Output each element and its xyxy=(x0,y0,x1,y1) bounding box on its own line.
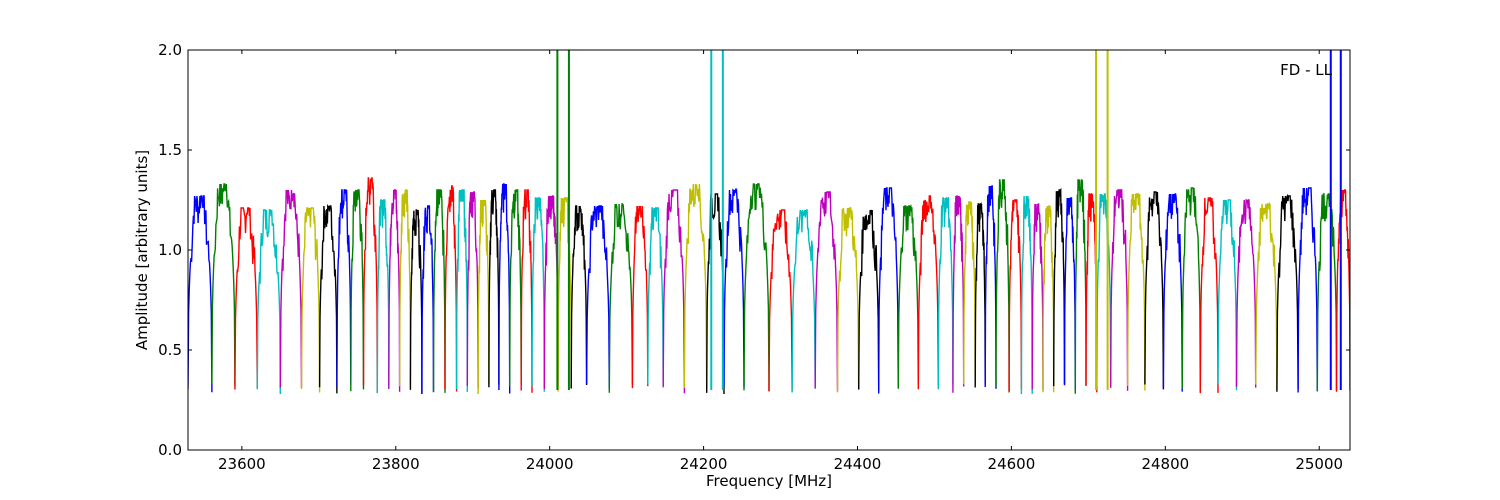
spectral-band-line xyxy=(585,205,610,390)
spectral-band-line xyxy=(768,209,793,392)
spectral-band-line xyxy=(188,195,213,393)
spectral-band-line xyxy=(706,193,725,395)
spectral-band-line xyxy=(509,189,522,387)
spectral-band-line xyxy=(836,207,860,393)
spectral-band-line xyxy=(897,204,919,389)
series-layer xyxy=(188,50,1350,395)
spectral-band-line xyxy=(917,195,939,390)
spectral-band-line xyxy=(723,187,745,388)
spectral-band-line xyxy=(531,197,545,392)
x-tick-label: 24800 xyxy=(1141,455,1189,473)
x-tick-label: 23600 xyxy=(218,455,266,473)
spectral-band-line xyxy=(444,185,458,392)
x-axis-label: Frequency [MHz] xyxy=(706,472,832,490)
spectral-band-line xyxy=(1316,193,1338,392)
spectral-band-line xyxy=(791,209,816,393)
x-tick-label: 24400 xyxy=(834,455,882,473)
spectral-band-line xyxy=(1254,201,1278,390)
spectral-band-line xyxy=(647,207,664,388)
spectral-band-line xyxy=(1063,197,1077,391)
spectral-band-line xyxy=(488,189,500,388)
spectral-band-line xyxy=(570,205,588,389)
spectral-band-line xyxy=(234,207,258,390)
spectral-band-line xyxy=(1008,199,1023,392)
y-tick-label: 2.0 xyxy=(158,41,182,59)
spectral-band-line xyxy=(1085,193,1098,393)
spectral-band-line xyxy=(1235,199,1257,388)
x-tick-label: 25000 xyxy=(1295,455,1343,473)
spectral-band-line xyxy=(300,207,321,393)
spectral-band-line xyxy=(398,189,412,387)
spectral-band-line xyxy=(409,209,423,394)
spectral-band-line xyxy=(1109,189,1129,391)
spectral-band-line xyxy=(466,191,479,389)
spectral-band-line xyxy=(631,205,649,389)
spectral-band-line xyxy=(336,189,352,387)
spectral-band-line xyxy=(388,189,401,392)
x-tick-label: 24600 xyxy=(988,455,1036,473)
spectral-band-line xyxy=(608,203,634,393)
spectral-band-line xyxy=(995,179,1010,393)
y-tick-label: 0.0 xyxy=(158,441,182,459)
spectral-band-line xyxy=(350,189,365,392)
spectral-band-line xyxy=(362,177,378,394)
x-tick-label: 24200 xyxy=(680,455,728,473)
spectral-band-line xyxy=(814,191,839,391)
spectral-band-line xyxy=(1297,187,1319,393)
spectral-band-line xyxy=(477,199,490,395)
spectral-band-line xyxy=(1144,191,1165,390)
spectral-band-line xyxy=(211,183,236,386)
spectral-band-line xyxy=(1074,179,1087,394)
spectral-band-line xyxy=(1276,193,1299,392)
spectral-band-line xyxy=(432,189,446,393)
spectral-band-line xyxy=(952,195,965,393)
spectral-band-line xyxy=(520,189,533,393)
spectral-band-line xyxy=(743,183,770,392)
spectral-band-line xyxy=(498,183,511,394)
spectral-band-line xyxy=(662,189,686,394)
spectral-band-line xyxy=(455,189,468,392)
spectral-band-line xyxy=(1031,203,1044,391)
spectral-band-line xyxy=(1020,195,1033,395)
spectral-band-line xyxy=(279,189,303,388)
spectral-band-line xyxy=(376,199,390,394)
spectral-band-line xyxy=(878,187,899,394)
spectral-band-line xyxy=(543,195,559,389)
spectral-band-line xyxy=(963,201,976,386)
spectral-band-line xyxy=(1052,187,1066,387)
y-tick-label: 1.0 xyxy=(158,241,182,259)
spectral-band-line xyxy=(318,204,338,394)
spectral-band-line xyxy=(421,205,435,394)
spectral-band-line xyxy=(1126,192,1146,391)
spectral-band-line xyxy=(1181,187,1202,392)
ticks-layer: 23600 23800 24000 24200 24400 24600 24800 25000… xyxy=(158,41,1350,473)
spectral-band-line xyxy=(1199,197,1219,394)
spectral-band-line xyxy=(1042,205,1055,393)
y-axis-label: Amplitude [arbitrary units] xyxy=(133,150,151,350)
y-tick-label: 0.5 xyxy=(158,341,182,359)
x-tick-label: 23800 xyxy=(372,455,420,473)
spectral-band-line xyxy=(937,196,954,390)
spectral-band-line xyxy=(984,185,997,389)
x-tick-label: 24000 xyxy=(526,455,574,473)
spectral-band-line xyxy=(256,209,281,395)
spectral-band-line xyxy=(974,202,986,388)
spectral-band-line xyxy=(683,183,708,388)
annotation-label: FD - LL xyxy=(1280,61,1332,79)
spectral-band-line xyxy=(858,209,880,391)
spectral-band-line xyxy=(1335,189,1350,392)
y-tick-label: 1.5 xyxy=(158,141,182,159)
spectral-band-line xyxy=(1162,193,1183,392)
spectral-band-line xyxy=(1217,199,1238,391)
